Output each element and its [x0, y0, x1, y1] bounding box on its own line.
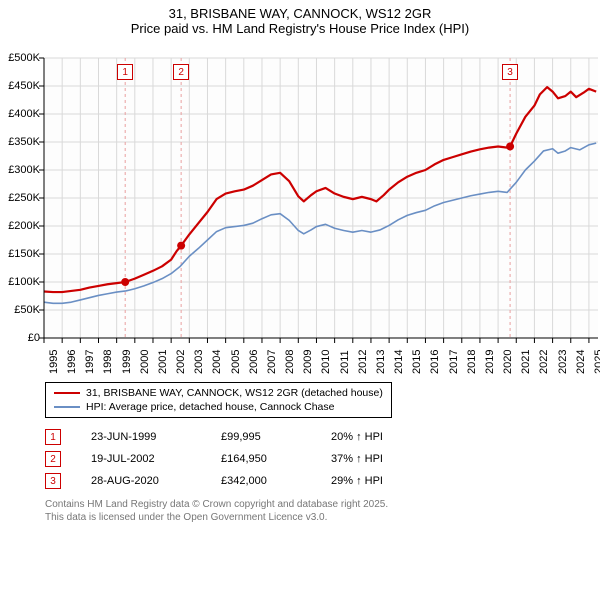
y-axis-label: £250K: [8, 192, 40, 204]
x-axis-label: 2009: [302, 350, 314, 374]
attribution: Contains HM Land Registry data © Crown c…: [45, 498, 600, 524]
legend-swatch: [54, 406, 80, 408]
x-axis-label: 2023: [557, 350, 569, 374]
attribution-line-1: Contains HM Land Registry data © Crown c…: [45, 498, 600, 511]
y-axis-label: £500K: [8, 52, 40, 64]
x-axis-label: 2015: [411, 350, 423, 374]
x-axis-label: 2016: [429, 350, 441, 374]
x-axis-label: 2013: [375, 350, 387, 374]
y-axis-label: £50K: [14, 304, 40, 316]
marker-price: £164,950: [221, 453, 331, 465]
y-axis-label: £400K: [8, 108, 40, 120]
marker-date: 23-JUN-1999: [91, 431, 221, 443]
x-axis-label: 2011: [339, 350, 351, 374]
y-axis-label: £300K: [8, 164, 40, 176]
marker-row: 3 28-AUG-2020 £342,000 29% ↑ HPI: [45, 470, 600, 492]
x-axis-label: 1998: [102, 350, 114, 374]
x-axis-label: 2000: [139, 350, 151, 374]
x-axis-label: 2020: [502, 350, 514, 374]
x-axis-label: 2019: [484, 350, 496, 374]
x-axis-label: 2005: [230, 350, 242, 374]
x-axis-label: 1995: [48, 350, 60, 374]
marker-pct: 29% ↑ HPI: [331, 475, 431, 487]
chart-title-block: 31, BRISBANE WAY, CANNOCK, WS12 2GR Pric…: [0, 0, 600, 38]
x-axis-label: 1997: [84, 350, 96, 374]
x-axis-label: 2021: [520, 350, 532, 374]
chart-plot-area: £0 £50K £100K £150K £200K £250K £300K £350K £400…: [2, 38, 600, 378]
legend-item-price-paid: 31, BRISBANE WAY, CANNOCK, WS12 2GR (det…: [54, 386, 383, 400]
annotation-marker: 2: [173, 64, 189, 80]
x-axis-label: 2004: [211, 350, 223, 374]
marker-pct: 37% ↑ HPI: [331, 453, 431, 465]
x-axis-label: 1999: [121, 350, 133, 374]
annotation-marker: 1: [117, 64, 133, 80]
legend-label: 31, BRISBANE WAY, CANNOCK, WS12 2GR (det…: [86, 387, 383, 399]
x-axis-label: 2022: [538, 350, 550, 374]
x-axis-label: 2012: [357, 350, 369, 374]
marker-number-box: 1: [45, 429, 61, 445]
marker-pct: 20% ↑ HPI: [331, 431, 431, 443]
x-axis-label: 2001: [157, 350, 169, 374]
y-axis-label: £100K: [8, 276, 40, 288]
x-axis-label: 2018: [466, 350, 478, 374]
marker-number-box: 2: [45, 451, 61, 467]
sale-markers-table: 1 23-JUN-1999 £99,995 20% ↑ HPI 2 19-JUL…: [45, 426, 600, 492]
y-axis-label: £450K: [8, 80, 40, 92]
marker-date: 28-AUG-2020: [91, 475, 221, 487]
marker-row: 1 23-JUN-1999 £99,995 20% ↑ HPI: [45, 426, 600, 448]
legend: 31, BRISBANE WAY, CANNOCK, WS12 2GR (det…: [45, 382, 392, 418]
x-axis-label: 2007: [266, 350, 278, 374]
title-line-2: Price paid vs. HM Land Registry's House …: [0, 21, 600, 36]
x-axis-label: 2024: [575, 350, 587, 374]
chart-svg: [2, 38, 600, 378]
legend-item-hpi: HPI: Average price, detached house, Cann…: [54, 400, 383, 414]
x-axis-label: 2010: [320, 350, 332, 374]
x-axis-label: 2017: [448, 350, 460, 374]
y-axis-label: £150K: [8, 248, 40, 260]
marker-price: £99,995: [221, 431, 331, 443]
y-axis-label: £200K: [8, 220, 40, 232]
legend-label: HPI: Average price, detached house, Cann…: [86, 401, 334, 413]
annotation-marker: 3: [502, 64, 518, 80]
title-line-1: 31, BRISBANE WAY, CANNOCK, WS12 2GR: [0, 6, 600, 21]
x-axis-label: 2008: [284, 350, 296, 374]
legend-swatch: [54, 392, 80, 395]
marker-price: £342,000: [221, 475, 331, 487]
y-axis-label: £0: [28, 332, 40, 344]
x-axis-label: 2025: [593, 350, 600, 374]
x-axis-label: 2014: [393, 350, 405, 374]
x-axis-label: 2002: [175, 350, 187, 374]
x-axis-label: 2003: [193, 350, 205, 374]
marker-number-box: 3: [45, 473, 61, 489]
marker-row: 2 19-JUL-2002 £164,950 37% ↑ HPI: [45, 448, 600, 470]
marker-date: 19-JUL-2002: [91, 453, 221, 465]
x-axis-label: 2006: [248, 350, 260, 374]
attribution-line-2: This data is licensed under the Open Gov…: [45, 511, 600, 524]
x-axis-label: 1996: [66, 350, 78, 374]
y-axis-label: £350K: [8, 136, 40, 148]
